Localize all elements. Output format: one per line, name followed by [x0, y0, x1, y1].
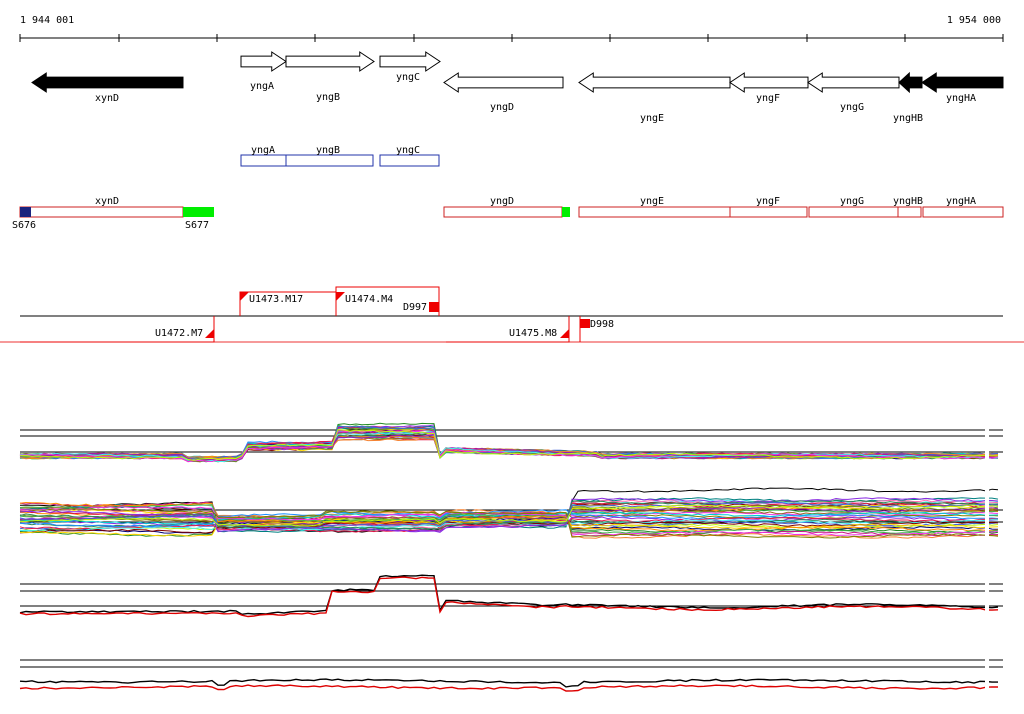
gene-label: yngB	[316, 92, 340, 103]
gene-yngD[interactable]: yngD	[443, 72, 564, 113]
signal-line	[19, 501, 999, 532]
gene-yngC[interactable]: yngC	[379, 51, 441, 83]
signal-line	[20, 506, 999, 537]
annotation-label: yngA	[251, 145, 275, 156]
signal-line	[19, 684, 999, 692]
gene-label: yngC	[396, 72, 420, 83]
signal-line	[19, 521, 999, 534]
gene-track: xynD yngA yngB yngC yngD yngE yngF yngG …	[31, 51, 1004, 124]
annotation-track: yngA yngB yngC	[240, 145, 440, 167]
gene-label: yngD	[490, 102, 514, 113]
gene-xynD[interactable]: xynD	[31, 72, 184, 104]
segment-bracket	[20, 316, 215, 343]
gene-yngHB[interactable]: yngHB	[893, 71, 923, 124]
transcript-yngG[interactable]: yngG	[808, 196, 899, 218]
gene-label: yngA	[250, 81, 274, 92]
transcript-xynD[interactable]: xynD	[19, 196, 184, 218]
transcript-label: yngHB	[893, 196, 923, 207]
signal-panel-2	[19, 487, 1003, 539]
ruler-ticks	[19, 34, 1004, 42]
signal-line	[19, 574, 999, 616]
transcript-yngHA[interactable]: yngHA	[922, 196, 1004, 218]
signal-line	[19, 678, 998, 688]
transcript-label: xynD	[95, 196, 119, 207]
gene-yngG[interactable]: yngG	[807, 72, 900, 113]
region-marker-s677[interactable]: S677	[183, 207, 214, 231]
signal-line	[19, 497, 999, 533]
transcript-label: yngG	[840, 196, 864, 207]
annotation-yngB[interactable]: yngB	[285, 145, 374, 167]
signal-line	[19, 504, 999, 527]
signal-line	[19, 519, 999, 532]
gene-yngHA[interactable]: yngHA	[921, 72, 1004, 104]
transcript-yngHB[interactable]: yngHB	[893, 196, 923, 218]
transcript-label: yngF	[756, 196, 780, 207]
signal-panel-1	[19, 422, 1003, 463]
segment-label[interactable]: U1474.M4	[345, 294, 393, 305]
segment-label[interactable]: D997	[403, 302, 427, 313]
gene-yngA[interactable]: yngA	[240, 51, 287, 92]
segment-flag	[560, 329, 569, 338]
transcript-label: yngHA	[946, 196, 976, 207]
segment-label[interactable]: U1475.M8	[509, 328, 557, 339]
ruler-start-label: 1 944 001	[20, 15, 74, 26]
annotation-label: yngC	[396, 145, 420, 156]
segment-track: U1473.M17 U1474.M4 D997 U1472.M7 U1475.M…	[0, 286, 1024, 343]
signal-panel-4	[19, 659, 1003, 692]
segment-endpoint	[429, 302, 439, 312]
region-marker-label: S676	[12, 220, 36, 231]
annotation-yngC[interactable]: yngC	[379, 145, 440, 167]
segment-flag	[240, 292, 249, 301]
panel-gap	[985, 425, 989, 695]
transcript-yngE[interactable]: yngE	[578, 196, 731, 218]
signal-panel-3	[19, 574, 1003, 618]
segment-label[interactable]: D998	[590, 319, 614, 330]
signal-line	[19, 501, 999, 529]
segment-endpoint	[580, 319, 590, 328]
segment-bracket	[446, 316, 570, 343]
segment-label[interactable]: U1472.M7	[155, 328, 203, 339]
segment-label[interactable]: U1473.M17	[249, 294, 303, 305]
expression-signal-panels	[19, 422, 1003, 695]
gene-yngB[interactable]: yngB	[285, 51, 375, 103]
signal-line	[19, 507, 999, 525]
annotation-yngA[interactable]: yngA	[240, 145, 287, 167]
segment-bracket	[335, 286, 440, 316]
gene-label: yngG	[840, 102, 864, 113]
signal-line	[19, 576, 999, 618]
gene-label: yngE	[640, 113, 664, 124]
signal-line	[19, 431, 999, 462]
transcript-yngF[interactable]: yngF	[729, 196, 808, 218]
segment-flag	[205, 329, 214, 338]
signal-line	[19, 516, 999, 533]
gene-label: yngHB	[893, 113, 923, 124]
transcript-label: yngD	[490, 196, 514, 207]
transcript-yngD[interactable]: yngD	[443, 196, 563, 218]
signal-line	[19, 508, 999, 539]
coordinate-ruler: 1 944 001 1 954 000	[19, 15, 1004, 42]
gene-yngE[interactable]: yngE	[578, 72, 731, 124]
annotation-label: yngB	[316, 145, 340, 156]
gene-yngF[interactable]: yngF	[729, 72, 809, 104]
transcript-track: xynD yngD yngE yngF yngG yngHB yngHA S67…	[12, 196, 1004, 231]
region-marker-green[interactable]	[562, 207, 570, 217]
gene-label: yngF	[756, 93, 780, 104]
gene-label: xynD	[95, 93, 119, 104]
region-marker-s676[interactable]: S676	[12, 207, 36, 231]
transcript-label: yngE	[640, 196, 664, 207]
signal-line	[19, 428, 999, 461]
region-marker-label: S677	[185, 220, 209, 231]
segment-flag	[336, 292, 345, 301]
ruler-end-label: 1 954 000	[947, 15, 1001, 26]
gene-label: yngHA	[946, 93, 976, 104]
